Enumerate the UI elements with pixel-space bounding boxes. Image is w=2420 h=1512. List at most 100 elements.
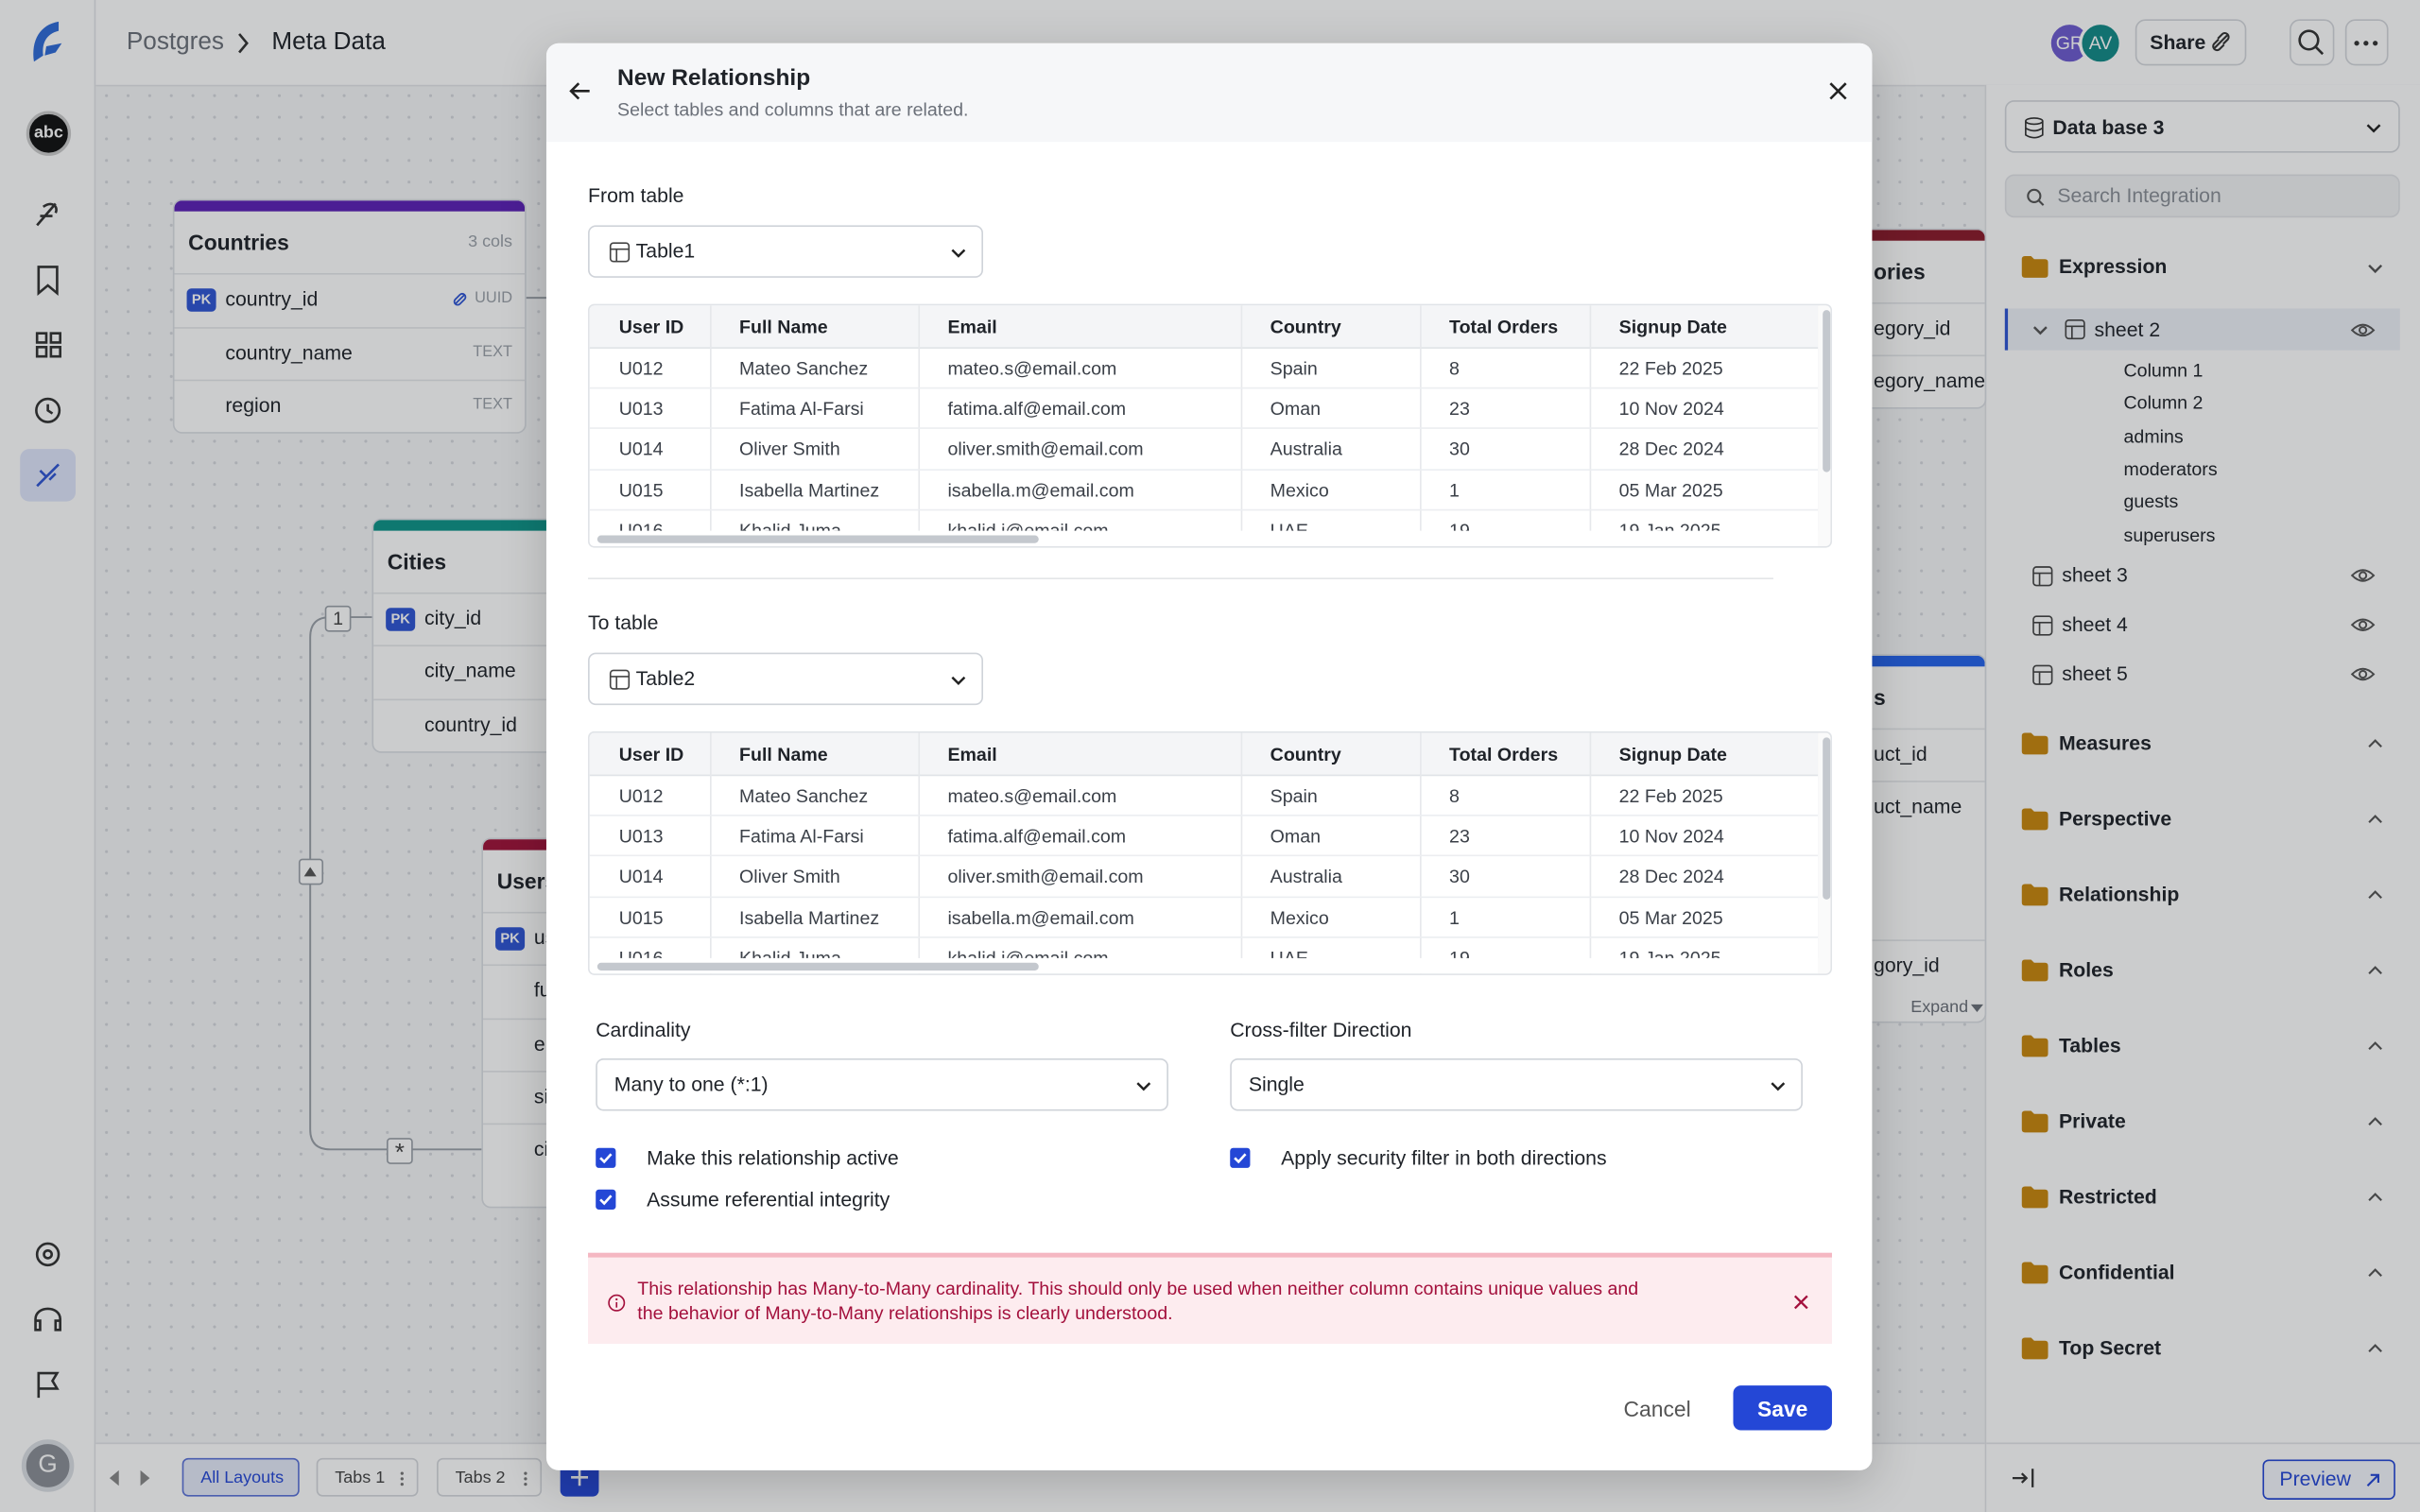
row-divider [483,1123,592,1125]
search-placeholder: Search Integration [2057,183,2221,207]
share-button[interactable] [2135,19,2247,66]
search-icon [2298,29,2320,51]
close-button[interactable] [1829,82,1847,100]
connector-one-box [324,605,352,632]
database-select[interactable]: Data base 3 [2004,100,2400,153]
sheet-name[interactable]: sheet 5 [2062,662,2128,685]
tab-menu[interactable] [523,1471,527,1487]
cell: 8 [1449,785,1460,807]
cell: mateo.s@email.com [947,357,1117,380]
folder-name[interactable]: Relationship [2058,882,2180,906]
entity-table: Countries 3 cols PK country_id UUID country_n… [172,198,527,434]
cancel-button[interactable]: Cancel [1623,1396,1691,1421]
checkbox[interactable] [596,1147,616,1168]
search-input[interactable]: Search Integration [2004,174,2400,218]
back-button[interactable] [569,82,590,100]
cell: U013 [618,825,664,848]
sheet-name[interactable]: sheet 3 [2062,562,2128,587]
breadcrumb: Postgres [126,29,224,56]
checkbox[interactable] [1230,1147,1251,1168]
header-icons [238,19,2389,66]
row-divider [1776,302,1985,304]
folder-name[interactable]: Private [2058,1108,2126,1133]
folder-name[interactable]: Top Secret [2058,1335,2162,1360]
column-name: gory_id [1874,953,1940,977]
nav-flag[interactable] [37,1371,60,1399]
visibility-icon[interactable] [2350,615,2376,634]
column-item[interactable]: moderators [2123,457,2218,480]
folder-name[interactable]: Perspective [2058,806,2172,831]
tab-menu[interactable] [400,1471,405,1487]
row-divider [483,964,592,967]
column-name: egory_name [1874,369,1986,392]
checkbox[interactable] [596,1189,616,1210]
visibility-icon[interactable] [2350,566,2376,585]
row-divider [174,272,526,275]
folder-name[interactable]: Confidential [2058,1260,2175,1284]
sheet-name[interactable]: sheet 2 [2094,318,2161,341]
nav-history[interactable] [35,397,61,423]
user-avatar[interactable]: G [21,1439,75,1492]
chevron [1136,1082,1151,1091]
scroll-thumb-h[interactable] [596,962,1039,971]
layout-tab[interactable]: All Layouts [182,1457,300,1497]
row-divider [1776,781,1985,782]
scroll-thumb-v[interactable] [1823,737,1831,900]
collapse-panel[interactable] [2012,1469,2034,1487]
column-item[interactable]: Column 1 [2123,359,2204,382]
alert-close[interactable] [1793,1295,1808,1310]
nav-relations[interactable] [36,463,60,488]
select[interactable]: Many to one (*:1) [596,1058,1168,1111]
column-item[interactable]: Column 2 [2123,391,2204,414]
column-item[interactable]: admins [2123,425,2184,448]
tree-caret[interactable] [2032,325,2048,335]
select[interactable]: Table2 [588,652,983,706]
layout-tab[interactable]: Tabs 2 [437,1457,543,1497]
select[interactable]: Table1 [588,225,983,278]
nav-feather[interactable] [36,202,58,227]
left-sidebar [0,0,96,1512]
layout-tab[interactable]: Tabs 1 [316,1457,419,1497]
column-divider [918,305,921,546]
nav-settings[interactable] [35,1242,60,1267]
table-icon [609,242,631,263]
scroll-thumb-v[interactable] [1823,310,1831,472]
folder-name[interactable]: Measures [2058,730,2152,755]
column-header: Signup Date [1618,316,1727,338]
workspace-logo[interactable]: abc [26,111,72,156]
select-value: Table2 [635,666,696,690]
folder-icon [2021,1035,2048,1057]
alert: This relationship has Many-to-Many cardi… [588,1252,1832,1345]
column-divider [918,732,921,974]
avatar[interactable] [2079,21,2122,65]
visibility-icon[interactable] [2350,665,2376,684]
folder-name[interactable]: Expression [2058,254,2168,278]
database-icon [2025,117,2044,139]
folder-name[interactable]: Roles [2058,957,2114,982]
scroll-thumb-h[interactable] [596,535,1039,543]
field-label: From table [588,183,684,207]
row-divider [373,592,605,594]
select-value: Table1 [635,239,696,263]
column-item[interactable]: guests [2123,490,2179,513]
sheet-name[interactable]: sheet 4 [2062,612,2128,636]
folder-name[interactable]: Restricted [2058,1184,2157,1209]
folder-name[interactable]: Tables [2058,1033,2121,1057]
column-name: city_name [424,659,516,682]
preview-button[interactable]: Preview [2262,1459,2395,1500]
nav-grid[interactable] [35,332,61,358]
column-divider [1589,732,1592,974]
save-button[interactable]: Save [1733,1385,1832,1431]
cell: 23 [1449,398,1470,421]
nav-bookmark[interactable] [37,266,59,296]
cell: 8 [1449,357,1460,380]
cell: Oman [1270,398,1322,421]
cell: 28 Dec 2024 [1618,438,1724,461]
column-item[interactable]: superusers [2123,524,2216,546]
panel-divider [1986,1442,2420,1445]
nav-support[interactable] [34,1307,61,1332]
tab-next[interactable] [140,1469,150,1486]
tab-prev[interactable] [109,1469,119,1486]
select[interactable]: Single [1230,1058,1803,1111]
visibility-icon[interactable] [2350,321,2376,340]
